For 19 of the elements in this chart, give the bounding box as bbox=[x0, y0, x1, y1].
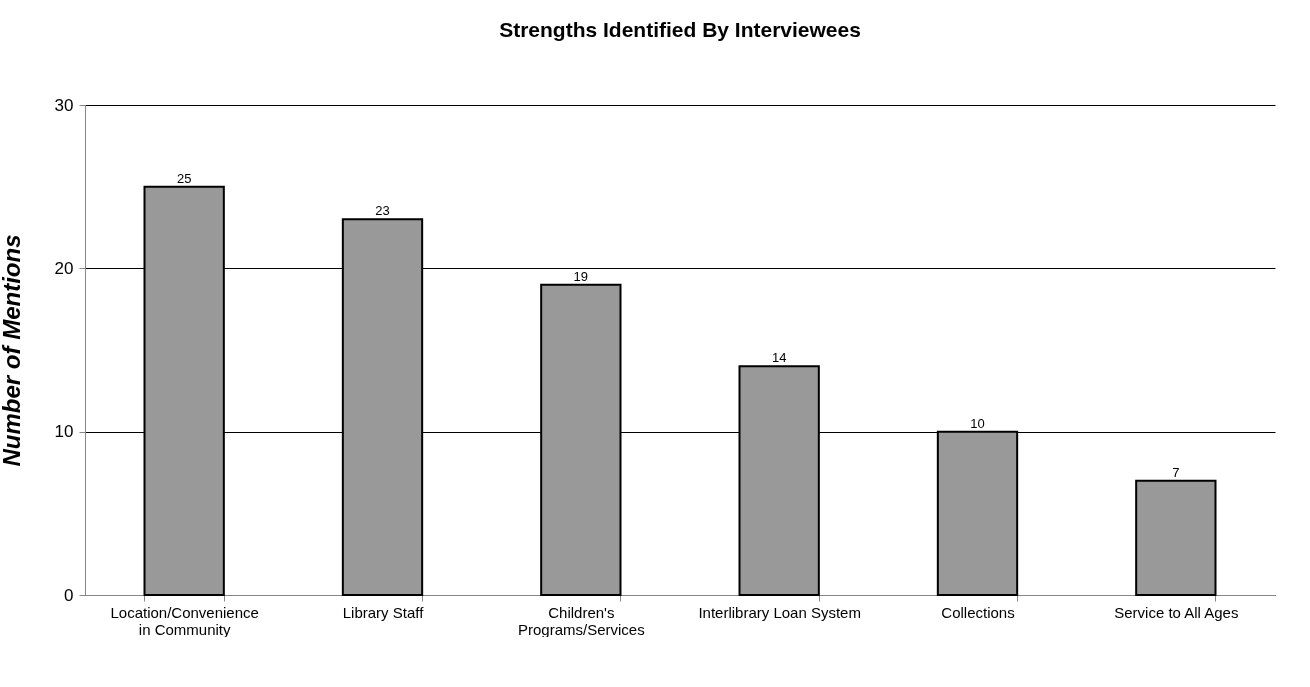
data-label: 10 bbox=[970, 415, 985, 431]
y-tick-label: 0 bbox=[64, 585, 74, 605]
data-label: 14 bbox=[771, 350, 787, 366]
bar bbox=[1135, 479, 1217, 596]
data-label: 23 bbox=[375, 203, 390, 219]
x-tick-label: Service to All Ages bbox=[1114, 603, 1239, 621]
y-tick-label: 20 bbox=[54, 258, 74, 278]
y-axis-title: Number of Mentions bbox=[0, 234, 25, 467]
data-label: 19 bbox=[573, 268, 589, 284]
x-tick-label: Collections bbox=[941, 603, 1015, 621]
data-label: 25 bbox=[176, 170, 192, 186]
data-label: 7 bbox=[1172, 464, 1180, 480]
chart-title: Strengths Identified By Interviewees bbox=[499, 18, 861, 41]
x-tick-label: Library Staff bbox=[342, 603, 425, 621]
x-tick-label: Interlibrary Loan System bbox=[698, 603, 861, 621]
y-tick-label: 10 bbox=[54, 422, 74, 442]
x-tick-label: Location/Convenience in Community bbox=[110, 603, 259, 638]
y-tick-label: 30 bbox=[54, 95, 74, 115]
x-tick-label: Children's Programs/Services bbox=[517, 603, 645, 638]
